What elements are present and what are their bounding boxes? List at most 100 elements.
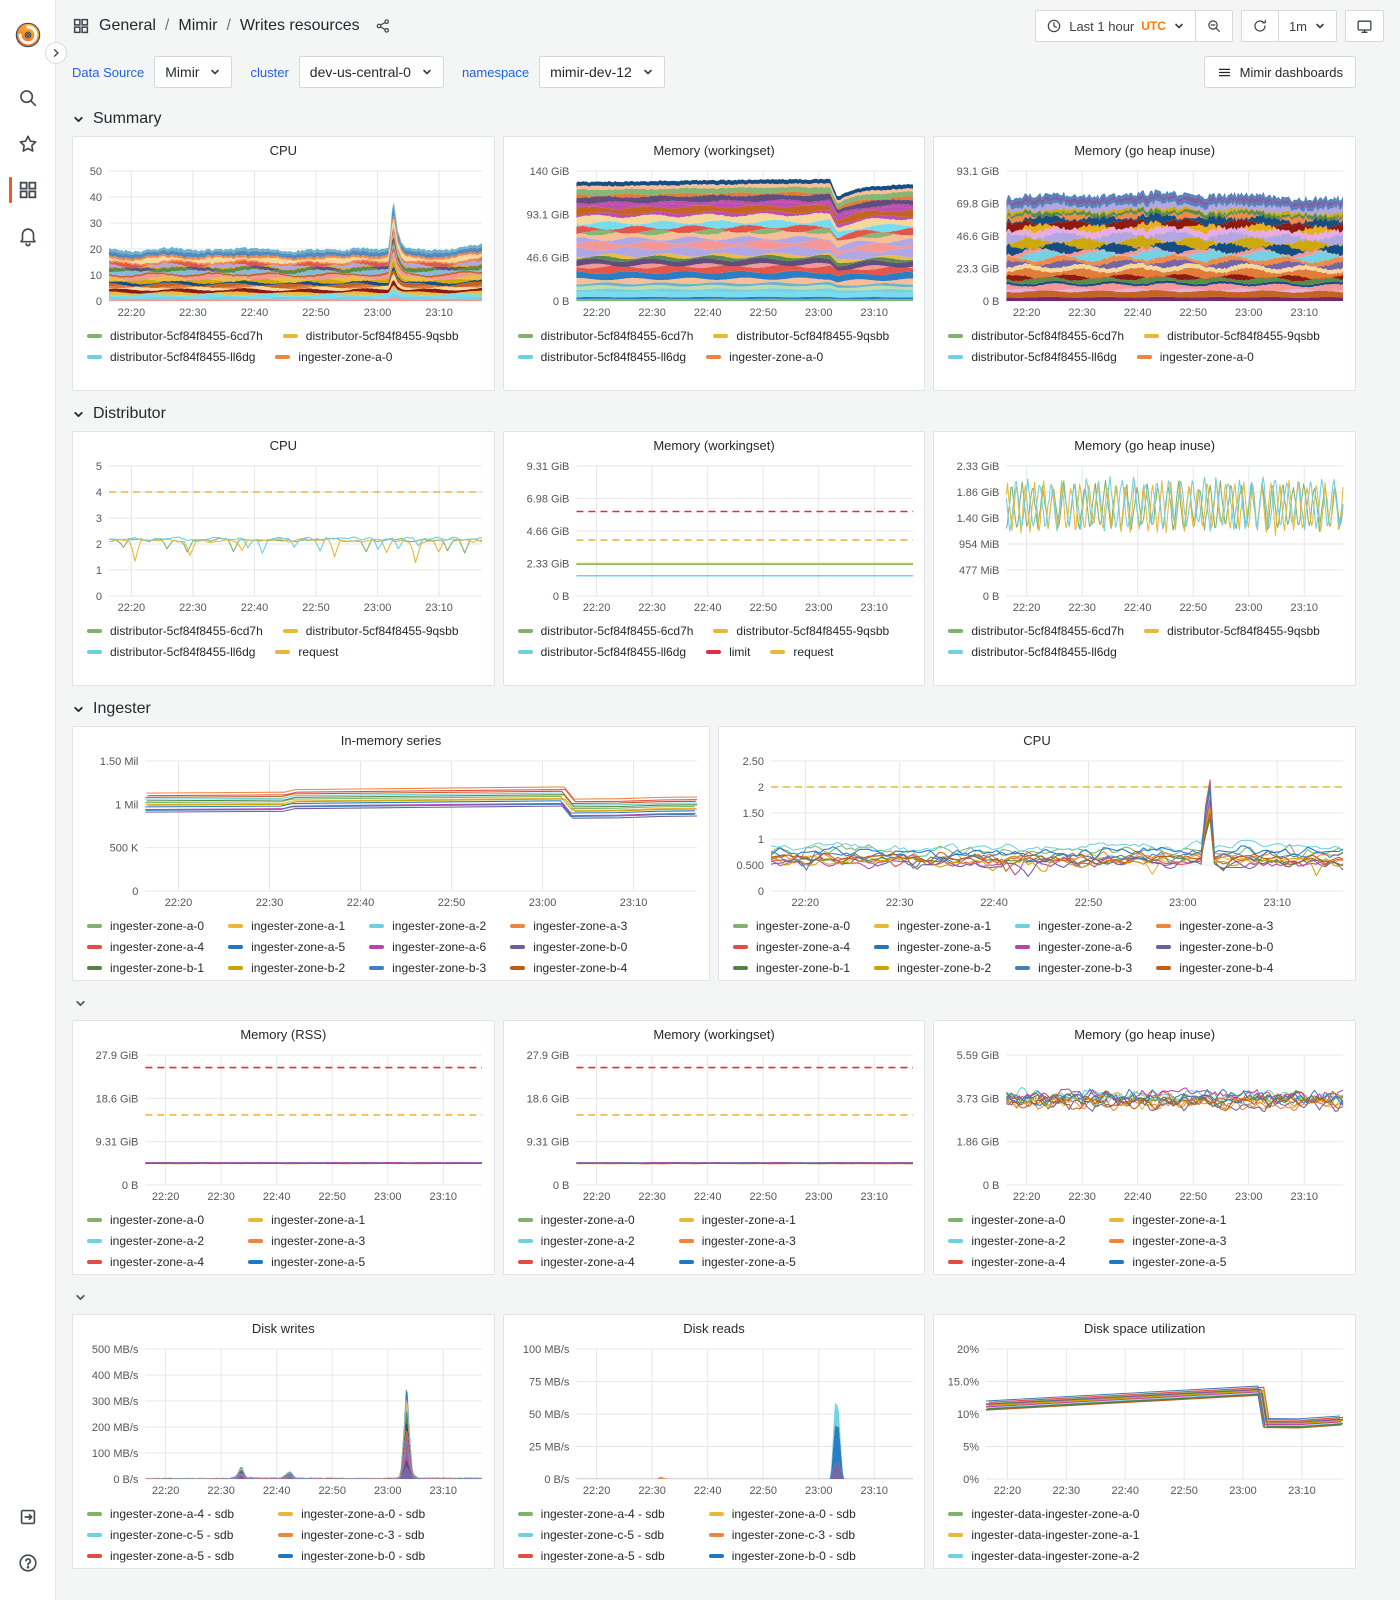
- legend-item[interactable]: ingester-data-ingester-zone-a-0: [948, 1503, 1341, 1524]
- legend-item[interactable]: ingester-zone-a-5: [874, 936, 991, 957]
- mimir-dashboards-button[interactable]: Mimir dashboards: [1203, 56, 1356, 88]
- zoom-out-button[interactable]: [1194, 11, 1232, 41]
- panel-title[interactable]: CPU: [269, 437, 298, 453]
- legend-item[interactable]: distributor-5cf84f8455-ll6dg: [948, 346, 1117, 367]
- legend-item[interactable]: ingester-zone-b-0: [510, 936, 627, 957]
- legend-item[interactable]: ingester-zone-b-0 - sdb: [278, 1545, 425, 1566]
- legend-item[interactable]: ingester-zone-a-0: [733, 915, 850, 936]
- legend-item[interactable]: ingester-zone-a-2: [369, 915, 486, 936]
- legend-item[interactable]: ingester-zone-a-0 - sdb: [278, 1503, 425, 1524]
- legend-item[interactable]: distributor-5cf84f8455-9qsbb: [713, 620, 889, 641]
- legend-item[interactable]: ingester-zone-c-3 - sdb: [708, 1524, 856, 1545]
- legend-item[interactable]: ingester-zone-a-6: [369, 936, 486, 957]
- variable-label[interactable]: cluster: [250, 64, 289, 80]
- legend-item[interactable]: distributor-5cf84f8455-6cd7h: [948, 620, 1124, 641]
- legend-item[interactable]: ingester-zone-a-0: [87, 1209, 204, 1230]
- variable-label[interactable]: Data Source: [72, 64, 145, 80]
- legend-item[interactable]: ingester-zone-a-2: [948, 1230, 1065, 1251]
- time-series-chart[interactable]: 22:20 22:30 22:40 22:50 23:00 23:10 0 500 K 1 Mi…: [79, 753, 703, 911]
- legend-item[interactable]: distributor-5cf84f8455-ll6dg: [517, 641, 686, 662]
- legend-item[interactable]: ingester-zone-b-4: [1156, 957, 1273, 978]
- legend-item[interactable]: ingester-zone-c-3 - sdb: [278, 1524, 425, 1545]
- row-toggle-collapsed[interactable]: [72, 985, 1356, 1020]
- legend-item[interactable]: ingester-zone-a-2: [517, 1230, 635, 1251]
- panel-title[interactable]: Disk reads: [683, 1320, 745, 1336]
- alerting-bell-icon[interactable]: [0, 218, 56, 254]
- legend-item[interactable]: ingester-zone-a-0: [517, 1209, 635, 1230]
- legend-item[interactable]: distributor-5cf84f8455-9qsbb: [282, 325, 459, 346]
- legend-item[interactable]: ingester-zone-b-2: [228, 957, 345, 978]
- legend-item[interactable]: ingester-zone-a-0: [275, 346, 392, 367]
- legend-item[interactable]: request: [770, 641, 833, 662]
- legend-item[interactable]: distributor-5cf84f8455-ll6dg: [87, 641, 255, 662]
- legend-item[interactable]: ingester-zone-b-3: [1015, 957, 1132, 978]
- time-series-chart[interactable]: 22:20 22:30 22:40 22:50 23:00 23:10 0 0.500 1 1.5…: [725, 753, 1349, 911]
- legend-item[interactable]: ingester-zone-c-5 - sdb: [87, 1524, 234, 1545]
- legend-item[interactable]: distributor-5cf84f8455-9qsbb: [1144, 620, 1320, 641]
- legend-item[interactable]: ingester-zone-b-0 - sdb: [708, 1545, 856, 1566]
- variable-label[interactable]: namespace: [461, 64, 530, 80]
- panel-title[interactable]: Memory (go heap inuse): [1074, 1026, 1216, 1042]
- time-series-chart[interactable]: 22:20 22:30 22:40 22:50 23:00 23:10 0% 5% 10% 15.…: [940, 1341, 1349, 1499]
- legend-item[interactable]: ingester-zone-a-5 - sdb: [87, 1545, 234, 1566]
- refresh-interval-dropdown[interactable]: 1m: [1277, 11, 1336, 41]
- legend-item[interactable]: ingester-zone-a-1: [874, 915, 991, 936]
- time-series-chart[interactable]: 22:20 22:30 22:40 22:50 23:00 23:10 0 B 477 MiB…: [940, 458, 1349, 616]
- panel-title[interactable]: In-memory series: [340, 732, 442, 748]
- legend-item[interactable]: ingester-zone-b-1: [87, 957, 204, 978]
- starred-icon[interactable]: [0, 126, 56, 162]
- panel-title[interactable]: CPU: [1023, 732, 1051, 748]
- time-series-chart[interactable]: 22:20 22:30 22:40 22:50 23:00 23:10 0 1 2 3 4 5: [79, 458, 488, 616]
- panel-title[interactable]: Memory (go heap inuse): [1074, 437, 1216, 453]
- legend-item[interactable]: distributor-5cf84f8455-9qsbb: [713, 325, 889, 346]
- legend-item[interactable]: ingester-zone-a-3: [1109, 1230, 1226, 1251]
- kiosk-mode-button[interactable]: [1346, 11, 1383, 41]
- legend-item[interactable]: ingester-zone-b-4: [510, 957, 627, 978]
- legend-item[interactable]: distributor-5cf84f8455-9qsbb: [1144, 325, 1320, 346]
- expand-sidebar-button[interactable]: [45, 42, 67, 64]
- legend-item[interactable]: ingester-zone-a-4 - sdb: [517, 1503, 665, 1524]
- legend-item[interactable]: ingester-zone-b-2: [874, 957, 991, 978]
- row-toggle-summary[interactable]: Summary: [72, 100, 1356, 136]
- legend-item[interactable]: ingester-zone-a-6: [1015, 936, 1132, 957]
- legend-item[interactable]: ingester-zone-c-5 - sdb: [517, 1524, 665, 1545]
- time-series-chart[interactable]: 22:20 22:30 22:40 22:50 23:00 23:10 0 B 2.33 Gi…: [510, 458, 919, 616]
- legend-item[interactable]: ingester-zone-a-3: [1156, 915, 1273, 936]
- dashboards-icon[interactable]: [0, 172, 56, 208]
- help-icon[interactable]: [0, 1545, 56, 1581]
- time-series-chart[interactable]: 22:20 22:30 22:40 22:50 23:00 23:10 0 B 9.31 Gi…: [510, 1047, 919, 1205]
- legend-item[interactable]: ingester-zone-a-5 - sdb: [517, 1545, 665, 1566]
- legend-item[interactable]: ingester-zone-a-5: [1109, 1251, 1226, 1272]
- legend-item[interactable]: ingester-zone-a-1: [248, 1209, 365, 1230]
- row-toggle-collapsed[interactable]: [72, 1279, 1356, 1314]
- legend-item[interactable]: ingester-zone-a-5: [228, 936, 345, 957]
- legend-item[interactable]: ingester-zone-a-1: [228, 915, 345, 936]
- share-dashboard-button[interactable]: [375, 18, 391, 34]
- time-series-chart[interactable]: 22:20 22:30 22:40 22:50 23:00 23:10 0 10 20 30 40 5…: [79, 163, 488, 321]
- legend-item[interactable]: distributor-5cf84f8455-ll6dg: [948, 641, 1117, 662]
- panel-title[interactable]: Memory (workingset): [653, 1026, 775, 1042]
- legend-item[interactable]: ingester-zone-a-1: [1109, 1209, 1226, 1230]
- legend-item[interactable]: distributor-5cf84f8455-6cd7h: [87, 325, 263, 346]
- legend-item[interactable]: ingester-zone-a-0 - sdb: [708, 1503, 856, 1524]
- time-series-chart[interactable]: 22:20 22:30 22:40 22:50 23:00 23:10 0 B/s 25 MB…: [510, 1341, 919, 1499]
- time-series-chart[interactable]: 22:20 22:30 22:40 22:50 23:00 23:10 0 B 9.31 Gi…: [79, 1047, 488, 1205]
- legend-item[interactable]: ingester-zone-a-4: [517, 1251, 635, 1272]
- panel-title[interactable]: CPU: [269, 142, 298, 158]
- time-series-chart[interactable]: 22:20 22:30 22:40 22:50 23:00 23:10 0 B/s 100 M…: [79, 1341, 488, 1499]
- breadcrumb-item-mimir[interactable]: Mimir: [178, 17, 218, 34]
- legend-item[interactable]: ingester-zone-a-3: [510, 915, 627, 936]
- legend-item[interactable]: distributor-5cf84f8455-9qsbb: [282, 620, 459, 641]
- legend-item[interactable]: distributor-5cf84f8455-6cd7h: [517, 620, 693, 641]
- legend-item[interactable]: ingester-zone-a-0: [87, 915, 204, 936]
- legend-item[interactable]: distributor-5cf84f8455-6cd7h: [948, 325, 1124, 346]
- panel-title[interactable]: Memory (workingset): [653, 437, 775, 453]
- row-toggle-ingester[interactable]: Ingester: [72, 690, 1356, 726]
- legend-item[interactable]: ingester-zone-a-4: [87, 1251, 204, 1272]
- legend-item[interactable]: ingester-zone-b-3: [369, 957, 486, 978]
- time-range-picker[interactable]: Last 1 hour UTC: [1036, 11, 1195, 41]
- legend-item[interactable]: ingester-zone-a-4 - sdb: [87, 1503, 234, 1524]
- grafana-logo[interactable]: [0, 15, 56, 55]
- legend-item[interactable]: ingester-data-ingester-zone-a-1: [948, 1524, 1341, 1545]
- legend-item[interactable]: ingester-data-ingester-zone-a-2: [948, 1545, 1341, 1566]
